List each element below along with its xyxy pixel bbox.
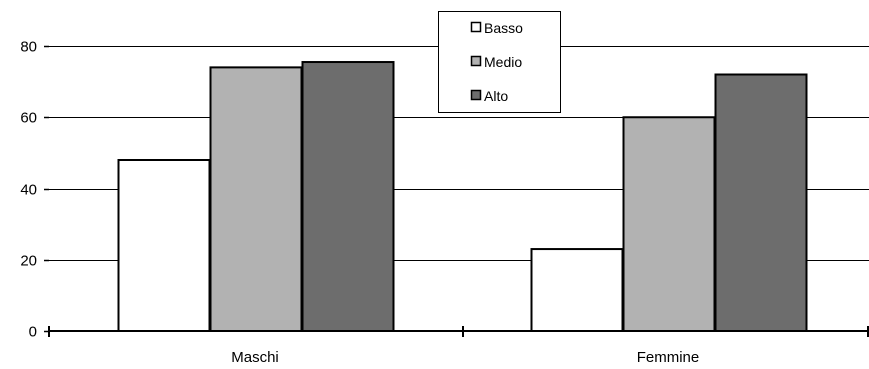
legend: Basso Medio Alto	[438, 11, 561, 113]
bar-medio-femmine	[622, 116, 716, 332]
legend-label-alto: Alto	[484, 88, 508, 104]
legend-label-medio: Medio	[484, 54, 522, 70]
legend-swatch-basso	[470, 21, 482, 33]
y-tick-label: 40	[20, 182, 37, 199]
y-tick-label: 80	[20, 39, 37, 56]
x-category-label: Femmine	[637, 349, 700, 366]
x-axis-labels: Maschi Femmine	[231, 349, 699, 366]
x-axis	[48, 326, 869, 337]
legend-label-basso: Basso	[484, 20, 523, 36]
bar-alto-femmine	[714, 73, 808, 332]
y-tick-label: 60	[20, 110, 37, 127]
bar-medio-maschi	[209, 66, 303, 332]
bar-alto-maschi	[301, 61, 395, 332]
y-axis-ticks: 0 20 40 60 80	[20, 39, 49, 341]
y-tick-label: 0	[29, 324, 37, 341]
bars	[117, 61, 808, 332]
legend-swatch-alto	[470, 89, 482, 101]
legend-box	[438, 11, 561, 113]
legend-swatch-medio	[470, 55, 482, 67]
bar-basso-maschi	[117, 159, 211, 332]
x-category-label: Maschi	[231, 349, 279, 366]
y-tick-label: 20	[20, 253, 37, 270]
bar-basso-femmine	[530, 248, 624, 332]
